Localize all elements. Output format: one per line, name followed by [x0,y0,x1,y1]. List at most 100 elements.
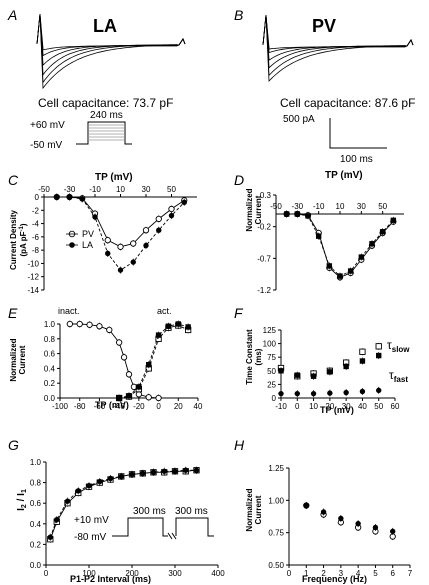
y-tick-label: 0.75 [268,529,284,538]
data-point [126,393,132,399]
data-point [168,212,175,219]
panel-letter-f: F [234,305,244,321]
y-tick-label: 0.0 [30,561,42,570]
x-tick-label: 6 [390,569,395,578]
data-point [193,467,200,473]
data-point [106,326,113,334]
data-point [145,394,152,401]
y-tick-label: 0.50 [268,561,284,570]
y-tick-label: 0.0 [44,394,56,403]
x-tick-label: -10 [313,202,325,211]
data-point [278,368,284,374]
data-point [75,488,81,494]
data-point [390,528,396,535]
data-point [155,394,162,402]
data-point [136,384,142,390]
data-point [338,515,344,522]
panel-c-ylabel: Current Density [9,209,18,270]
series-line [56,196,185,248]
data-point [155,215,162,223]
y-tick-label: 100 [263,340,277,349]
x-tick-label: -60 [94,402,106,411]
data-point [155,332,162,338]
panel-e-xlabel: TP (mV) [95,400,129,410]
x-tick-label: -40 [113,402,125,411]
series-line [69,323,159,399]
y-tick-label: 25 [267,380,276,389]
scale-bar: 500 pA 100 ms [283,114,387,165]
y-tick-label: -12 [27,273,39,282]
panel-e-chart: -100 -80 -60 -40 -20 0 20 40 0.0 0.2 0.4 0.6 0.8 1.0 [44,320,203,411]
y-tick-label: 0.2 [44,379,56,388]
data-point [172,468,178,474]
data-point [150,469,157,475]
x-tick-label: 0 [295,402,300,411]
protocol-g-low: -80 mV [74,532,107,543]
data-point [120,354,128,361]
data-point [168,205,175,213]
y-tick-label: -6 [32,233,40,242]
x-tick-label: 30 [142,185,151,194]
y-tick-label: 0 [272,394,277,403]
data-point [66,320,74,328]
data-point [315,233,322,239]
panel-g-chart: 0 100 200 300 400 0.0 0.2 0.4 0.6 0.8 1.0 [30,458,225,578]
protocol-a-low: -50 mV [30,140,63,151]
data-point [54,516,60,523]
x-tick-label: 300 [168,569,182,578]
panel-f-ylabel: Time Constant [245,329,254,385]
panel-f-xlabel: TP (mV) [320,405,354,415]
series-line [49,469,197,538]
x-tick-label: -10 [89,185,101,194]
panel-letter-h: H [234,437,245,453]
x-tick-label: 0 [287,569,292,578]
data-point [86,482,92,489]
x-tick-label: 3 [339,569,344,578]
x-tick-label: 10 [336,202,345,211]
data-point [156,227,162,233]
x-tick-label: 1 [304,569,309,578]
data-point [117,243,124,250]
data-point [175,321,181,327]
panel-h-ylabel-2: Current [254,495,263,524]
data-point [118,473,124,480]
x-tick-label: -100 [52,402,69,411]
series-line [56,196,185,271]
panel-letter-c: C [8,172,19,188]
data-point [129,471,135,478]
data-point [359,348,366,355]
data-point [375,343,382,350]
x-tick-label: 5 [373,569,378,578]
data-point [310,390,317,397]
data-point [343,363,349,370]
y-tick-label: 0.2 [30,540,42,549]
data-point [97,478,103,485]
panel-letter-d: D [234,172,244,188]
data-point [143,242,149,249]
data-point [326,263,333,269]
panel-b-title: PV [312,16,336,36]
current-trace [262,14,414,50]
y-tick-label: 0.4 [30,520,42,529]
panel-letter-b: B [234,7,243,23]
panel-c-chart: -50 -30 -10 10 30 50 0 -2 -4 -6 -8 -10 -12 -14 [27,185,197,295]
panel-a-capacitance: Cell capacitance: 73.7 pF [38,96,173,110]
data-point [130,259,136,265]
legend-la-label: LA [82,240,93,250]
data-point [66,194,73,200]
x-tick-label: -20 [133,402,145,411]
current-trace [262,14,414,69]
x-tick-label: -10 [275,402,287,411]
x-tick-label: -30 [64,185,76,194]
panel-g-ylabel: I2 / I1 [16,489,28,511]
data-point [181,199,187,206]
panel-g-xlabel: P1-P2 Interval (ms) [70,574,151,584]
series-line [49,469,197,540]
data-point [116,395,122,401]
panel-e-ylabel: Normalized [9,338,18,381]
y-tick-label: 75 [267,353,276,362]
y-tick-label: 1.00 [268,496,284,505]
x-tick-label: 100 [82,569,96,578]
panel-h-axes [288,468,410,566]
